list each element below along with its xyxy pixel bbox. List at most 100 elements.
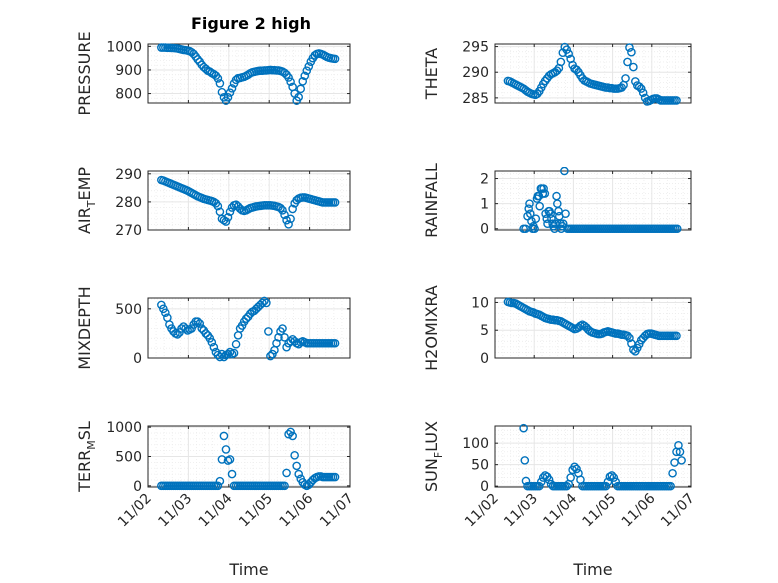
data-point [300,71,310,81]
data-point [625,43,634,52]
data-point [231,339,241,349]
data-point [221,217,231,226]
data-point [195,319,205,328]
data-point [520,456,530,465]
data-point [536,477,546,487]
data-point [217,87,227,97]
y-label-subscript: T [85,200,98,208]
data-point [266,351,275,361]
data-point [623,57,632,67]
data-point [225,347,235,357]
data-point [284,73,293,82]
data-point [534,481,544,491]
axes-outline [147,43,351,104]
data-point [672,96,681,105]
data-point [675,447,685,457]
data-point [264,327,273,336]
data-point [535,201,544,211]
data-point [296,84,306,94]
y-tick-label: 900 [115,63,142,79]
data-point [272,338,281,348]
y-tick-label: 270 [115,223,142,239]
data-point [627,47,636,57]
data-point [330,54,340,64]
data-point [219,431,229,441]
y-tick-label: 0 [133,351,142,367]
data-point [556,57,566,67]
data-point [666,481,675,491]
y-tick-label: 1000 [106,39,142,55]
data-point [562,45,572,54]
axes-box [494,170,692,231]
subplot-h2omixra: 0 5 10 H2OMIXRA [422,285,692,371]
series-markers [519,167,682,234]
y-tick-label: 290 [115,167,142,183]
data-point [278,324,287,333]
axes-outline [494,43,692,104]
data-point [223,93,233,102]
data-point [213,74,223,83]
data-point [330,198,340,207]
data-point [227,84,237,93]
y-tick-label: 10 [471,295,489,311]
y-tick-label: 500 [115,302,142,318]
data-point [229,348,239,358]
data-point [274,333,283,342]
data-point [282,468,291,478]
data-point [227,469,237,479]
data-point [677,456,686,465]
y-axis-label: AIRTEMP [75,167,98,234]
data-point [225,207,235,217]
y-tick-label: 0 [480,222,489,238]
y-tick-label: 1 [480,197,489,213]
y-label-subscript: M [85,440,98,450]
data-point [181,324,190,333]
axes-outline [494,297,692,359]
data-point [539,184,548,193]
data-point [605,472,615,481]
data-point [280,333,289,342]
axes-box [494,297,692,359]
data-point [560,167,569,176]
series-markers [157,175,340,229]
data-point [607,471,617,480]
y-tick-label: 100 [462,436,489,452]
data-point [572,464,581,474]
y-tick-label: 280 [115,195,142,211]
y-axis-label: THETA [422,48,441,100]
data-point [288,204,297,214]
data-point [524,204,534,213]
y-tick-label: 500 [115,450,142,466]
y-label-tail: EMP [75,167,94,201]
data-point [294,469,303,479]
data-point [278,206,287,215]
data-point [292,461,301,471]
data-point [284,429,293,439]
data-point [161,308,170,318]
data-point [173,330,182,339]
data-point [213,481,223,491]
data-point [223,349,233,359]
data-point [668,468,677,478]
data-point [258,298,267,308]
data-point [562,481,572,491]
y-tick-label: 1000 [106,420,142,436]
data-point [570,462,579,472]
y-axis-label: SUNFLUX [422,421,445,492]
data-point [288,431,297,441]
data-point [519,423,528,433]
subplot-rainfall: 0 1 2 RAINFALL [422,163,692,238]
data-point [207,337,217,347]
data-point [672,224,682,234]
data-point [209,342,219,352]
subplot-mixdepth: 0 500 MIXDEPTH [75,286,351,370]
data-point [561,209,570,218]
y-tick-label: 290 [462,65,489,81]
y-tick-label: 0 [480,479,489,495]
y-tick-label: 0 [480,351,489,367]
data-point [298,76,308,86]
data-point [540,189,550,198]
series-markers [157,427,340,491]
